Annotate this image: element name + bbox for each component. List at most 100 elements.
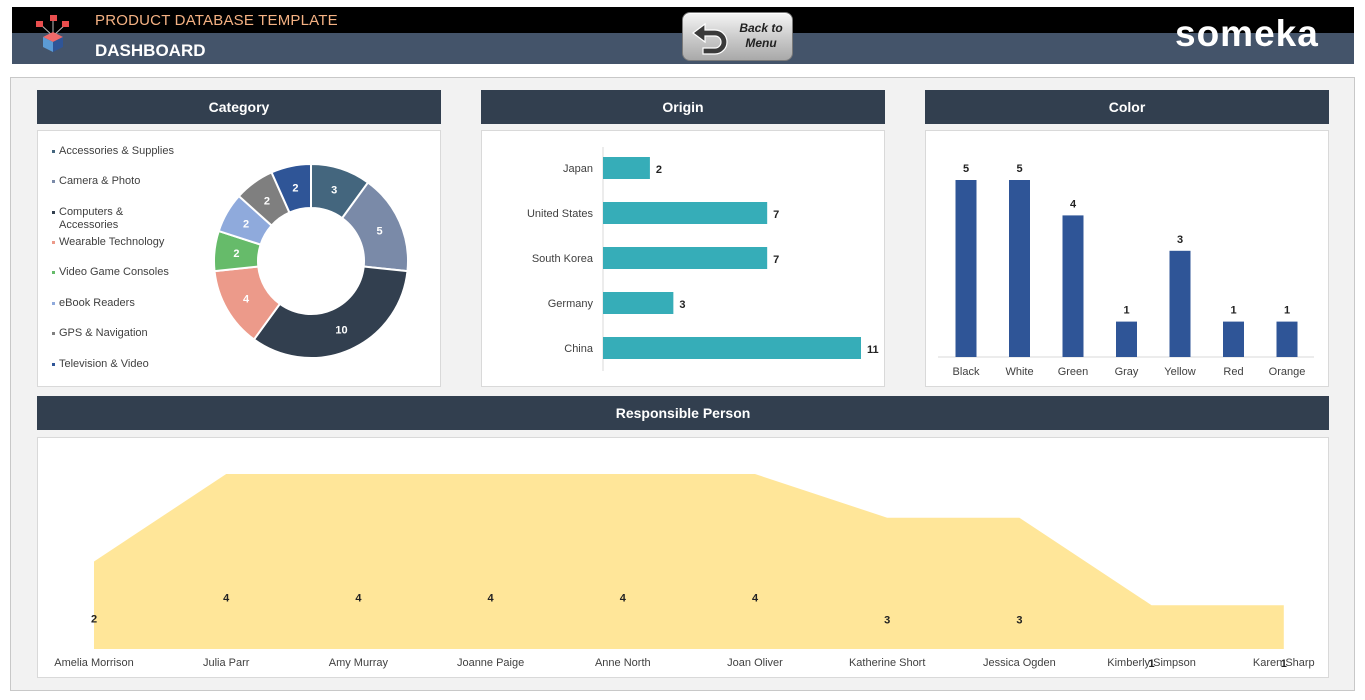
responsible-value-label: 4 <box>355 593 362 605</box>
legend-label: Television & Video <box>59 358 149 370</box>
back-to-menu-button[interactable]: Back to Menu <box>682 12 793 61</box>
responsible-value-label: 2 <box>91 613 97 625</box>
responsible-person-label: Amelia Morrison <box>54 657 133 669</box>
legend-label: Computers & Accessories <box>59 206 124 231</box>
color-value-label: 3 <box>1177 234 1183 246</box>
color-value-label: 5 <box>963 163 969 175</box>
origin-bar <box>603 157 650 179</box>
responsible-panel: 2 Amelia Morrison 4 Julia Parr 4 Amy Murray 4 J… <box>37 437 1329 678</box>
responsible-area-chart: 2 Amelia Morrison 4 Julia Parr 4 Amy Murray 4 J… <box>54 474 1315 670</box>
color-panel-title: Color <box>925 90 1329 124</box>
header: PRODUCT DATABASE TEMPLATE DASHBOARD Back… <box>0 0 1365 67</box>
legend-item: Camera & Photo <box>52 175 202 188</box>
slice-value-label: 3 <box>331 185 337 197</box>
donut-slice <box>270 162 312 214</box>
color-bar <box>1223 321 1244 357</box>
responsible-value-label: 1 <box>1281 658 1287 670</box>
origin-category-label: United States <box>527 208 594 220</box>
origin-value-label: 7 <box>773 254 779 266</box>
responsible-person-label: Amy Murray <box>329 657 389 669</box>
legend-item: GPS & Navigation <box>52 327 202 340</box>
color-value-label: 4 <box>1070 198 1077 210</box>
slice-value-label: 10 <box>335 325 347 337</box>
legend-marker <box>52 211 55 214</box>
color-bar <box>1276 321 1298 357</box>
legend-marker <box>52 180 55 183</box>
legend-item: eBook Readers <box>52 297 202 310</box>
legend-label: GPS & Navigation <box>59 327 148 339</box>
origin-category-label: Japan <box>563 163 593 175</box>
legend-marker <box>52 302 55 305</box>
legend-marker <box>52 363 55 366</box>
cube-network-icon <box>36 15 69 52</box>
origin-bar <box>603 202 768 224</box>
page-title: DASHBOARD <box>95 41 206 60</box>
responsible-person-label: Kimberly Simpson <box>1107 657 1196 669</box>
legend-marker <box>52 150 55 153</box>
responsible-value-label: 4 <box>752 593 759 605</box>
app-title: PRODUCT DATABASE TEMPLATE <box>95 12 338 29</box>
slice-value-label: 5 <box>376 225 382 237</box>
responsible-value-label: 4 <box>488 593 495 605</box>
responsible-area <box>94 474 1284 649</box>
back-label-line1: Back to <box>739 21 783 35</box>
slice-value-label: 2 <box>264 195 270 207</box>
slice-value-label: 4 <box>243 294 250 306</box>
legend-label: Camera & Photo <box>59 175 141 187</box>
origin-value-label: 11 <box>867 344 879 356</box>
color-value-label: 1 <box>1230 305 1236 317</box>
origin-bar <box>603 337 861 359</box>
legend-marker <box>52 241 55 244</box>
slice-value-label: 2 <box>233 248 239 260</box>
origin-category-label: Germany <box>548 298 594 310</box>
legend-item: Wearable Technology <box>52 236 202 249</box>
origin-value-label: 7 <box>773 209 779 221</box>
color-category-label: Yellow <box>1164 366 1195 378</box>
legend-label: Accessories & Supplies <box>59 145 174 157</box>
color-bar <box>955 180 977 357</box>
category-panel-title: Category <box>37 90 441 124</box>
responsible-value-label: 3 <box>1016 614 1022 626</box>
color-bar <box>1009 180 1030 357</box>
color-value-label: 1 <box>1284 305 1290 317</box>
legend-item: Video Game Consoles <box>52 266 202 279</box>
color-category-label: Green <box>1058 366 1089 378</box>
origin-category-label: South Korea <box>532 253 594 265</box>
origin-bar-chart: Japan 2 United States 7 South Korea 7 Germany 3… <box>527 147 879 371</box>
origin-panel: Japan 2 United States 7 South Korea 7 Germany 3… <box>481 130 885 387</box>
slice-value-label: 2 <box>243 219 249 231</box>
legend-item: Computers & Accessories <box>52 206 202 232</box>
brand-logo: someka <box>1175 13 1319 54</box>
category-panel: Accessories & Supplies Camera & Photo Comp… <box>37 130 441 387</box>
responsible-value-label: 3 <box>884 614 890 626</box>
responsible-person-label: Julia Parr <box>203 657 250 669</box>
color-category-label: Red <box>1223 366 1243 378</box>
origin-bar <box>603 247 768 269</box>
responsible-value-label: 4 <box>620 593 627 605</box>
responsible-person-label: Katherine Short <box>849 657 925 669</box>
responsible-person-label: Joanne Paige <box>457 657 524 669</box>
legend-item: Accessories & Supplies <box>52 145 202 158</box>
responsible-person-label: Karen Sharp <box>1253 657 1315 669</box>
origin-value-label: 3 <box>679 299 685 311</box>
color-value-label: 5 <box>1016 163 1022 175</box>
legend-label: Video Game Consoles <box>59 266 169 278</box>
origin-bar <box>603 292 674 314</box>
origin-category-label: China <box>564 343 594 355</box>
legend-marker <box>52 271 55 274</box>
back-button-label: Back to Menu <box>733 21 789 51</box>
responsible-panel-title: Responsible Person <box>37 396 1329 430</box>
color-bar <box>1116 321 1137 357</box>
color-panel: 5 Black 5 White 4 Green 1 Gray 3 Yellow 1 Red 1 Orang… <box>925 130 1329 387</box>
legend-item: Television & Video <box>52 358 202 371</box>
origin-panel-title: Origin <box>481 90 885 124</box>
responsible-person-label: Joan Oliver <box>727 657 783 669</box>
legend-marker <box>52 332 55 335</box>
responsible-value-label: 1 <box>1149 658 1155 670</box>
color-category-label: White <box>1005 366 1033 378</box>
back-label-line2: Menu <box>745 36 777 50</box>
legend-label: Wearable Technology <box>59 236 165 248</box>
origin-value-label: 2 <box>656 164 662 176</box>
color-category-label: Black <box>953 366 980 378</box>
color-category-label: Orange <box>1269 366 1306 378</box>
